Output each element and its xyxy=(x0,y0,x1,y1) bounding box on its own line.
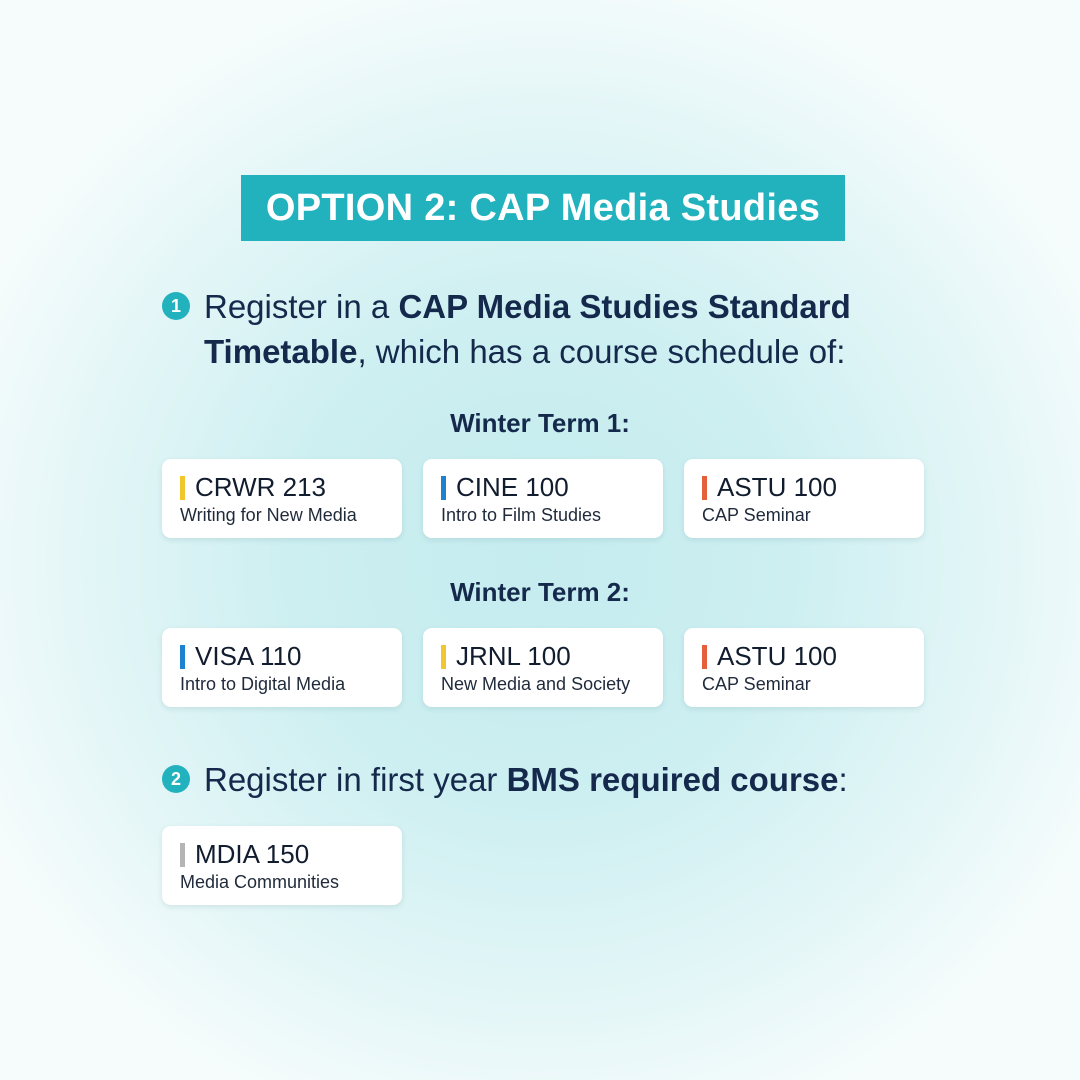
course-card-required: MDIA 150 Media Communities xyxy=(162,826,402,905)
color-bar xyxy=(180,475,185,500)
course-card: JRNL 100 New Media and Society xyxy=(423,628,663,707)
course-card: VISA 110 Intro to Digital Media xyxy=(162,628,402,707)
term-label-winter-1: Winter Term 1: xyxy=(450,408,630,438)
course-card: CINE 100 Intro to Film Studies xyxy=(423,459,663,538)
course-code: CRWR 213 xyxy=(195,472,327,502)
page-title: OPTION 2: CAP Media Studies xyxy=(265,186,821,229)
course-card: ASTU 100 CAP Seminar xyxy=(684,628,924,707)
step-number-badge: 1 xyxy=(162,292,190,320)
course-code: ASTU 100 xyxy=(717,472,837,502)
step-1: 1 Register in a CAP Media Studies Standa… xyxy=(162,284,902,374)
color-bar xyxy=(180,644,185,669)
course-code: ASTU 100 xyxy=(717,641,837,671)
course-name: New Media and Society xyxy=(441,674,631,694)
step-number-badge: 2 xyxy=(162,765,190,793)
term-label-winter-2: Winter Term 2: xyxy=(450,577,630,607)
step-1-text-bold: CAP Media Studies Standard Timetable xyxy=(204,288,851,370)
title-banner: OPTION 2: CAP Media Studies xyxy=(241,175,845,241)
course-name: CAP Seminar xyxy=(702,674,811,694)
step-1-text: Register in a CAP Media Studies Standard… xyxy=(204,284,894,374)
course-code: JRNL 100 xyxy=(456,641,571,671)
course-name: Intro to Film Studies xyxy=(441,505,602,525)
course-name: CAP Seminar xyxy=(702,505,811,525)
step-1-text-before: Register in a xyxy=(204,288,399,325)
color-bar xyxy=(702,644,707,669)
course-name: Intro to Digital Media xyxy=(180,674,346,694)
color-bar xyxy=(702,475,707,500)
step-2-text: Register in first year BMS required cour… xyxy=(204,757,848,802)
course-card: CRWR 213 Writing for New Media xyxy=(162,459,402,538)
course-code: VISA 110 xyxy=(195,641,302,671)
color-bar xyxy=(441,644,446,669)
color-bar xyxy=(180,842,185,867)
step-2: 2 Register in first year BMS required co… xyxy=(162,757,922,802)
course-code: CINE 100 xyxy=(456,472,569,502)
color-bar xyxy=(441,475,446,500)
course-name: Writing for New Media xyxy=(180,505,357,525)
step-1-text-after: , which has a course schedule of: xyxy=(357,333,846,370)
course-name: Media Communities xyxy=(180,872,340,892)
step-2-text-after: : xyxy=(838,761,848,798)
course-card: ASTU 100 CAP Seminar xyxy=(684,459,924,538)
step-2-text-before: Register in first year xyxy=(204,761,507,798)
step-2-text-bold: BMS required course xyxy=(506,761,839,798)
course-code: MDIA 150 xyxy=(195,839,310,869)
